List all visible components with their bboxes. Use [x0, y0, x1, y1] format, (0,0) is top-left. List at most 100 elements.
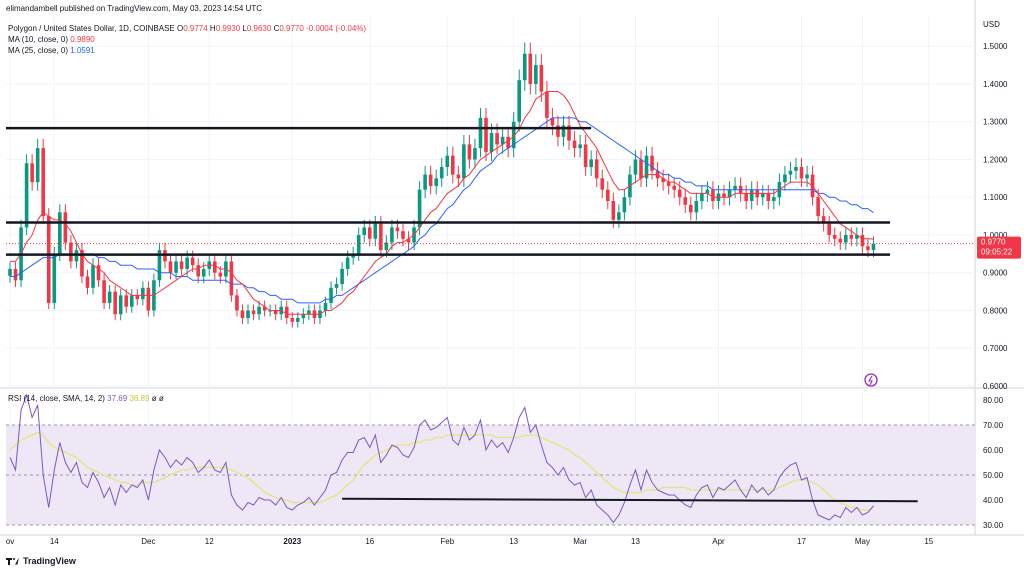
candle-body	[733, 185, 737, 190]
candle-body	[467, 144, 472, 160]
candle-body	[843, 234, 848, 243]
price-tick-label: 0.9000	[983, 269, 1008, 278]
candle-body	[727, 189, 732, 198]
candle-body	[96, 265, 101, 281]
brand-name: TradingView	[23, 556, 76, 566]
rsi-value: 37.69	[107, 394, 128, 403]
open-label: O	[176, 24, 184, 33]
price-tick-label: 1.5000	[983, 42, 1008, 51]
candle-body	[672, 185, 677, 190]
candle-body	[705, 189, 710, 194]
candle-body	[456, 174, 461, 179]
price-tick-label: 0.6000	[983, 382, 1008, 391]
candle-body	[30, 163, 34, 183]
candle-body	[390, 227, 394, 243]
candle-body	[644, 155, 649, 179]
candle-body	[473, 148, 477, 160]
symbol-legend: Polygon / United States Dollar, 1D, COIN…	[8, 23, 366, 34]
time-tick-label: 16	[365, 537, 374, 546]
time-tick-label: Mar	[573, 537, 587, 546]
candle-body	[860, 234, 865, 247]
candle-body	[849, 234, 854, 239]
rsi-tick-label: 40.00	[983, 496, 1004, 505]
rsi-ma-value: 36.89	[129, 394, 150, 403]
time-tick-label: 15	[924, 537, 933, 546]
candle-body	[251, 310, 256, 315]
candle-body	[41, 148, 46, 217]
candle-body	[567, 125, 571, 141]
rsi-legend: RSI (14, close, SMA, 14, 2) 37.69 36.89 …	[8, 393, 164, 404]
candle-body	[129, 295, 134, 307]
high-value: 0.9930	[215, 24, 241, 33]
time-tick-label: 13	[509, 537, 518, 546]
candle-body	[423, 174, 427, 190]
candle-body	[611, 201, 616, 220]
candle-body	[832, 234, 837, 239]
candle-body	[677, 189, 682, 198]
rsi-tick-label: 80.00	[983, 396, 1004, 405]
candle-body	[284, 306, 289, 319]
candle-body	[273, 310, 278, 315]
candle-body	[296, 318, 300, 322]
current-price-label: 0.9770	[981, 238, 1006, 247]
candle-body	[683, 197, 688, 205]
candle-body	[749, 189, 754, 201]
candle-body	[373, 223, 378, 239]
candle-body	[539, 65, 544, 92]
time-tick-label: 12	[205, 537, 214, 546]
candle-body	[307, 310, 311, 315]
candle-body	[783, 174, 787, 183]
candle-body	[118, 295, 123, 315]
candle-body	[617, 212, 621, 220]
candle-body	[489, 133, 494, 152]
candle-body	[484, 117, 488, 152]
candle-body	[744, 193, 748, 201]
candle-body	[235, 295, 239, 311]
time-tick-label: 14	[50, 537, 59, 546]
candle-body	[700, 193, 704, 201]
candle-body	[561, 125, 566, 137]
candle-body	[855, 234, 859, 239]
ma10-line	[10, 91, 874, 315]
candle-body	[495, 133, 499, 145]
candle-body	[694, 201, 699, 213]
candle-body	[650, 155, 654, 171]
candle-body	[528, 53, 533, 84]
price-tick-label: 0.8000	[983, 306, 1008, 315]
candle-body	[63, 212, 68, 243]
candle-body	[345, 257, 350, 269]
candle-body	[788, 170, 793, 175]
time-tick-label: ov	[6, 537, 14, 546]
time-tick-label: May	[855, 537, 870, 546]
candle-body	[666, 182, 671, 186]
rsi-extra-2: ø	[158, 394, 164, 403]
rsi-tick-label: 60.00	[983, 446, 1004, 455]
candle-body	[384, 242, 389, 251]
high-label: H	[209, 24, 216, 33]
candle-body	[218, 272, 223, 277]
time-tick-label: Dec	[141, 537, 155, 546]
price-tick-label: 1.2000	[983, 155, 1008, 164]
candle-body	[229, 261, 234, 296]
candle-body	[511, 121, 516, 149]
open-value: 0.9774	[183, 24, 208, 33]
price-tick-label: 0.7000	[983, 344, 1008, 353]
candle-body	[506, 136, 510, 149]
candle-body	[141, 287, 145, 300]
low-label: L	[242, 24, 247, 33]
ma25-legend: MA (25, close, 0) 1.0591	[8, 45, 95, 56]
candle-body	[434, 178, 438, 186]
candle-body	[329, 287, 333, 303]
candle-body	[46, 216, 51, 303]
candle-body	[240, 310, 245, 319]
ma10-legend: MA (10, close, 0) 0.9890	[8, 34, 95, 45]
current-price-badge	[977, 236, 1021, 259]
candle-body	[135, 295, 140, 300]
candle-body	[838, 238, 843, 243]
tradingview-footer[interactable]: TradingView	[6, 556, 76, 566]
candle-body	[8, 268, 12, 276]
change-value: -0.0004 (-0.04%)	[306, 24, 367, 33]
ma10-label: MA (10, close, 0)	[8, 35, 69, 44]
candle-body	[35, 148, 40, 183]
